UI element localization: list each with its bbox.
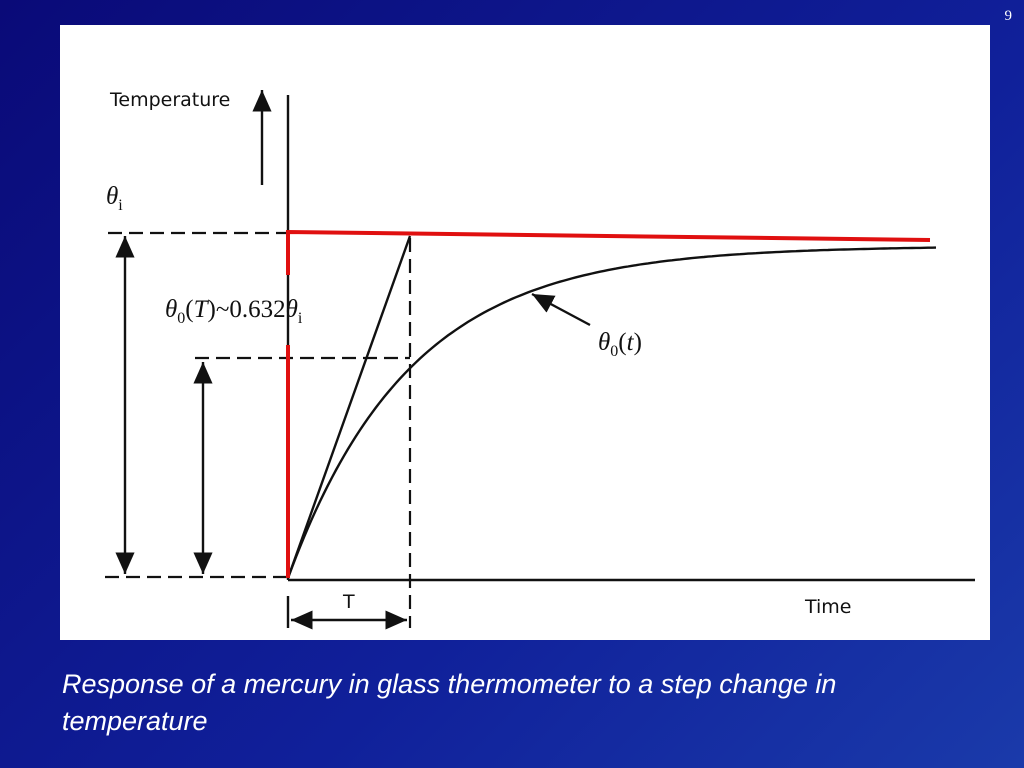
label-part: θ — [106, 183, 118, 210]
x-axis-label: Time — [804, 596, 852, 618]
curve-label: θ0(t) — [598, 329, 642, 360]
label-part: ) — [634, 329, 642, 356]
label-part: t — [627, 329, 635, 356]
y-axis-label: Temperature — [109, 89, 230, 111]
response-curve — [286, 246, 937, 579]
curve-pointer — [531, 292, 591, 327]
label-part: i — [298, 310, 303, 327]
label-part: θ — [286, 296, 298, 323]
panel-bg — [60, 25, 990, 640]
label-part: ( — [618, 329, 626, 356]
label-part: ( — [185, 296, 193, 323]
step-input — [286, 229, 931, 578]
label-part: T — [194, 296, 210, 323]
label-part: θ — [598, 329, 610, 356]
diagram: Temperature Time T θi θ0(T)~0.632θi θ0(t… — [60, 25, 990, 640]
initial-label: θi — [106, 183, 123, 214]
point-label: θ0(T)~0.632θi — [165, 296, 303, 327]
caption: Response of a mercury in glass thermomet… — [62, 669, 837, 736]
label-part: 0 — [610, 343, 618, 360]
tangent-line — [286, 235, 412, 579]
label-part: )~0.632 — [208, 296, 286, 323]
label-part: i — [118, 197, 123, 214]
slide-number: 9 — [1004, 8, 1013, 24]
label-part: 0 — [177, 310, 185, 327]
label-part: θ — [165, 296, 177, 323]
time-constant-label: T — [342, 591, 355, 613]
